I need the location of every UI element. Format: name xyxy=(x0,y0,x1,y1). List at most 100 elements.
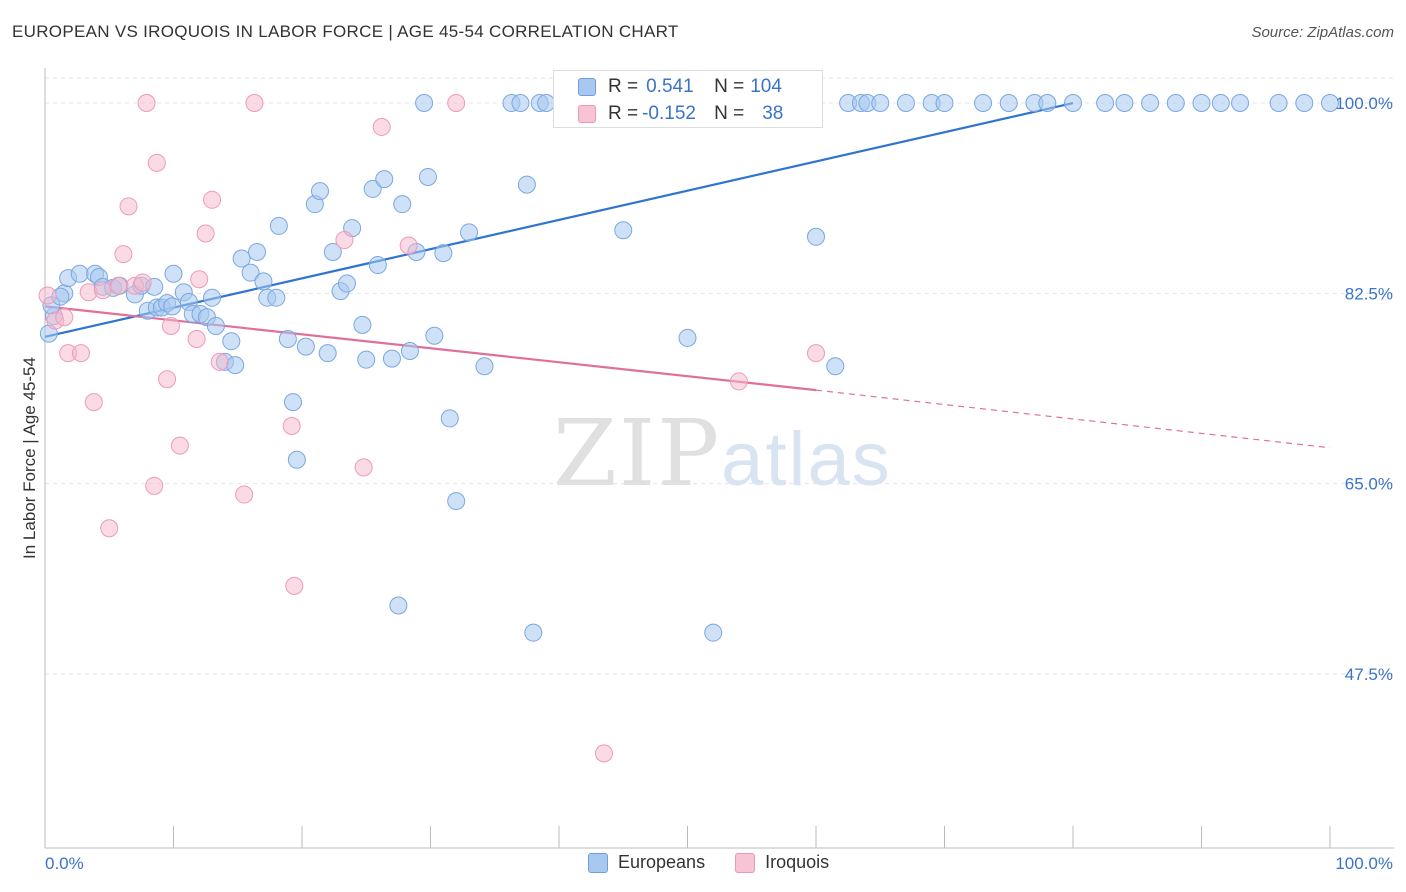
iroquois-point xyxy=(119,197,138,216)
europeans-point xyxy=(278,330,297,349)
iroquois-point xyxy=(354,458,373,477)
europeans-point xyxy=(434,244,453,263)
legend-row-europeans: R = 0.541 N = 104 xyxy=(578,74,782,100)
x-tick-label: 0.0% xyxy=(45,854,84,873)
europeans-point xyxy=(418,167,437,186)
x-tick-label: 100.0% xyxy=(1335,854,1393,873)
europeans-point xyxy=(974,94,993,113)
legend-r-label: R = xyxy=(608,103,639,124)
europeans-point xyxy=(310,182,329,201)
iroquois-point xyxy=(100,519,119,538)
europeans-point xyxy=(807,227,825,246)
y-tick-label: 47.5% xyxy=(1345,665,1393,684)
iroquois-point xyxy=(594,744,613,763)
europeans-point xyxy=(517,175,536,194)
iroquois-point xyxy=(109,276,128,295)
europeans-point xyxy=(1231,94,1250,113)
legend-r-label: R = xyxy=(608,76,639,97)
iroquois-point xyxy=(235,485,254,504)
europeans-point xyxy=(425,326,444,345)
watermark: ZIPatlas xyxy=(553,400,892,507)
europeans-point xyxy=(337,274,356,293)
europeans-point xyxy=(1192,94,1211,113)
iroquois-point xyxy=(196,224,215,243)
iroquois-point xyxy=(282,417,301,436)
legend-n-label: N = xyxy=(714,76,745,97)
europeans-point xyxy=(400,341,419,360)
iroquois-point xyxy=(147,153,166,172)
europeans-point xyxy=(357,350,376,369)
legend-n-label: N = xyxy=(714,103,745,124)
europeans-point xyxy=(269,216,288,235)
europeans-point xyxy=(1295,94,1314,113)
watermark-zip: ZIP xyxy=(553,400,722,507)
iroquois-point xyxy=(158,370,177,389)
europeans-point xyxy=(614,221,633,240)
europeans-point xyxy=(203,288,222,307)
legend-item-iroquois[interactable]: Iroquois xyxy=(735,852,829,873)
iroquois-point xyxy=(137,94,156,113)
europeans-point xyxy=(363,179,382,198)
europeans-point xyxy=(524,623,543,642)
europeans-point xyxy=(206,316,225,335)
europeans-point xyxy=(375,170,394,189)
iroquois-point xyxy=(187,330,206,349)
y-tick-label: 65.0% xyxy=(1345,475,1393,494)
iroquois-point xyxy=(447,94,466,113)
europeans-point xyxy=(896,94,915,113)
iroquois-point xyxy=(161,316,180,335)
iroquois-point xyxy=(145,476,164,495)
europeans-point xyxy=(1038,94,1057,113)
iroquois-point xyxy=(190,270,209,289)
iroquois-swatch xyxy=(735,852,756,873)
correlation-legend: R = 0.541 N = 104 R = -0.152 N = 38 xyxy=(553,70,823,128)
europeans-point xyxy=(511,94,530,113)
europeans-point xyxy=(222,332,241,351)
axes xyxy=(44,68,1394,849)
europeans-point xyxy=(368,256,387,275)
europeans-point xyxy=(226,356,245,375)
europeans-point xyxy=(287,450,306,469)
iroquois-swatch xyxy=(578,105,596,123)
legend-item-europeans[interactable]: Europeans xyxy=(588,852,705,873)
europeans-swatch xyxy=(588,852,608,873)
europeans-point xyxy=(382,349,401,368)
y-tick-label: 82.5% xyxy=(1345,284,1393,303)
europeans-point xyxy=(1321,94,1339,113)
europeans-trend-line xyxy=(44,101,1074,338)
chart-title: EUROPEAN VS IROQUOIS IN LABOR FORCE | AG… xyxy=(12,22,679,41)
legend-r-value: 0.541 xyxy=(646,76,694,97)
iroquois-point xyxy=(93,281,112,300)
europeans-point xyxy=(267,288,286,307)
europeans-point xyxy=(284,393,303,412)
europeans-point xyxy=(475,357,494,376)
iroquois-point xyxy=(399,236,418,255)
europeans-point xyxy=(296,337,315,356)
europeans-point xyxy=(704,623,723,642)
europeans-point xyxy=(826,357,845,376)
europeans-point xyxy=(389,596,408,615)
watermark-atlas: atlas xyxy=(721,417,892,502)
europeans-point xyxy=(353,315,372,334)
legend-row-iroquois: R = -0.152 N = 38 xyxy=(578,101,783,127)
europeans-point xyxy=(323,243,342,262)
iroquois-point xyxy=(170,436,189,455)
iroquois-point xyxy=(133,273,152,292)
europeans-point xyxy=(254,272,273,291)
iroquois-point xyxy=(55,308,74,327)
iroquois-point xyxy=(210,352,229,371)
iroquois-point xyxy=(335,231,354,250)
iroquois-trend-extension xyxy=(815,389,1331,449)
europeans-point xyxy=(70,264,89,283)
iroquois-points xyxy=(38,94,825,763)
europeans-point xyxy=(163,297,182,316)
europeans-point xyxy=(935,94,954,113)
europeans-point xyxy=(440,409,459,428)
series-legend: Europeans Iroquois xyxy=(588,852,859,873)
tick-labels: 47.5% 65.0% 82.5% 100.0% 0.0% 100.0% xyxy=(45,94,1393,873)
iroquois-point xyxy=(807,344,825,363)
iroquois-point xyxy=(729,372,748,391)
europeans-point xyxy=(393,195,412,214)
legend-label: Iroquois xyxy=(765,852,830,872)
iroquois-point xyxy=(372,117,391,136)
